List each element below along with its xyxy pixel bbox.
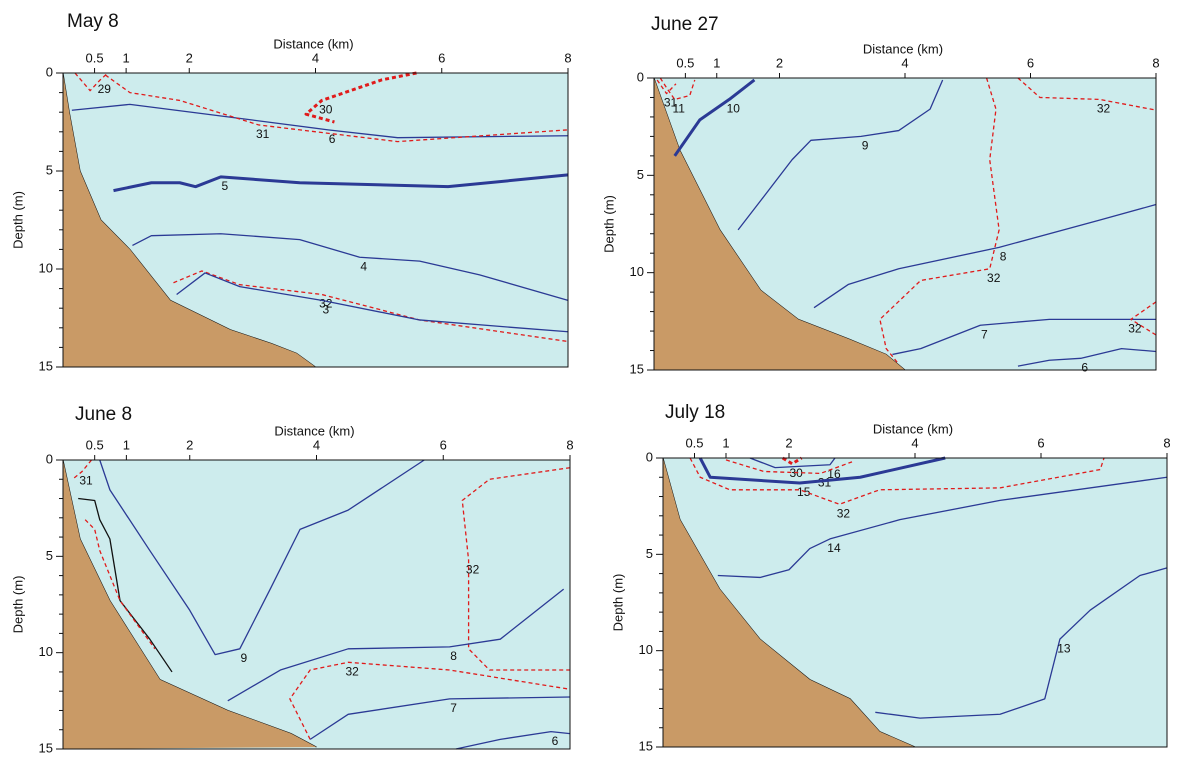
contour-label: 5 (221, 179, 228, 193)
y-tick-label: 15 (639, 738, 653, 753)
x-tick-label: 0.5 (676, 55, 694, 70)
panel-title: July 18 (665, 402, 725, 423)
y-tick-label: 0 (646, 449, 653, 464)
x-tick-label: 1 (722, 435, 729, 450)
contour-label: 32 (346, 664, 360, 678)
contour-label: 31 (79, 474, 93, 488)
panel: 31 9 32 8 32 7 6 0.5 1 2 4 6 8 0 5 10 15 Distance (km) Dep… (10, 404, 573, 755)
contour-label: 9 (240, 651, 247, 665)
contour-label: 8 (1000, 250, 1007, 264)
contour-label: 15 (797, 485, 811, 499)
panel-title: May 8 (67, 11, 119, 32)
y-tick-label: 5 (46, 548, 53, 563)
x-tick-label: 4 (901, 55, 908, 70)
y-tick-label: 0 (637, 69, 644, 84)
figure: 2930631543230.512468051015Distance (km)D… (0, 0, 1177, 760)
x-axis-label: Distance (km) (273, 36, 353, 51)
contour-label: 10 (727, 102, 741, 116)
contour-label: 32 (466, 562, 480, 576)
contour-label: 6 (1081, 360, 1088, 374)
x-tick-label: 0.5 (86, 50, 104, 65)
y-tick-label: 15 (39, 740, 53, 755)
contour-label: 7 (981, 327, 988, 341)
y-axis-label: Depth (m) (601, 195, 616, 253)
contour-label: 31 (256, 127, 270, 141)
contour-label: 32 (1097, 102, 1111, 116)
x-tick-label: 6 (1027, 55, 1034, 70)
contour-label: 32 (1128, 322, 1142, 336)
x-tick-label: 6 (440, 437, 447, 452)
x-tick-label: 6 (438, 50, 445, 65)
x-tick-label: 2 (186, 50, 193, 65)
x-tick-label: 8 (566, 437, 573, 452)
y-tick-label: 0 (46, 451, 53, 466)
contour-label: 32 (987, 271, 1001, 285)
x-axis-label: Distance (km) (873, 421, 953, 436)
x-tick-label: 2 (785, 435, 792, 450)
y-tick-label: 15 (630, 361, 644, 376)
contour-label: 7 (450, 701, 457, 715)
panel-title: June 8 (75, 404, 132, 425)
x-tick-label: 8 (1163, 435, 1170, 450)
page: 2930631543230.512468051015Distance (km)D… (0, 0, 1177, 760)
contour-label: 8 (450, 649, 457, 663)
contour-label: 30 (319, 103, 333, 117)
panel-title: June 27 (651, 14, 719, 35)
x-tick-label: 8 (564, 50, 571, 65)
x-tick-label: 0.5 (685, 435, 703, 450)
x-tick-label: 6 (1037, 435, 1044, 450)
x-tick-label: 4 (313, 437, 320, 452)
x-tick-label: 1 (123, 437, 130, 452)
x-axis-label: Distance (km) (274, 423, 354, 438)
y-tick-label: 10 (639, 642, 653, 657)
y-tick-label: 5 (646, 546, 653, 561)
x-tick-label: 2 (776, 55, 783, 70)
contour-label: 4 (360, 259, 367, 273)
y-axis-label: Depth (m) (610, 574, 625, 632)
y-tick-label: 10 (39, 644, 53, 659)
y-tick-label: 0 (46, 64, 53, 79)
x-axis-label: Distance (km) (863, 41, 943, 56)
y-tick-label: 5 (46, 162, 53, 177)
contour-label: 14 (827, 541, 841, 555)
y-tick-label: 10 (630, 264, 644, 279)
x-tick-label: 2 (186, 437, 193, 452)
y-axis-label: Depth (m) (10, 191, 25, 249)
x-tick-label: 1 (123, 50, 130, 65)
x-tick-label: 1 (713, 55, 720, 70)
contour-label: 3 (322, 303, 329, 317)
x-tick-label: 4 (312, 50, 319, 65)
contour-label: 29 (98, 82, 112, 96)
y-axis-label: Depth (m) (10, 576, 25, 634)
contour-label: 6 (552, 734, 559, 748)
y-tick-label: 10 (39, 260, 53, 275)
x-tick-label: 4 (911, 435, 918, 450)
contour-label: 32 (837, 506, 851, 520)
y-tick-label: 5 (637, 167, 644, 182)
y-tick-label: 15 (39, 358, 53, 373)
contour-label: 9 (862, 139, 869, 153)
contour-label: 13 (1057, 641, 1071, 655)
contour-label: 11 (672, 102, 685, 116)
x-tick-label: 8 (1152, 55, 1159, 70)
x-tick-label: 0.5 (86, 437, 104, 452)
